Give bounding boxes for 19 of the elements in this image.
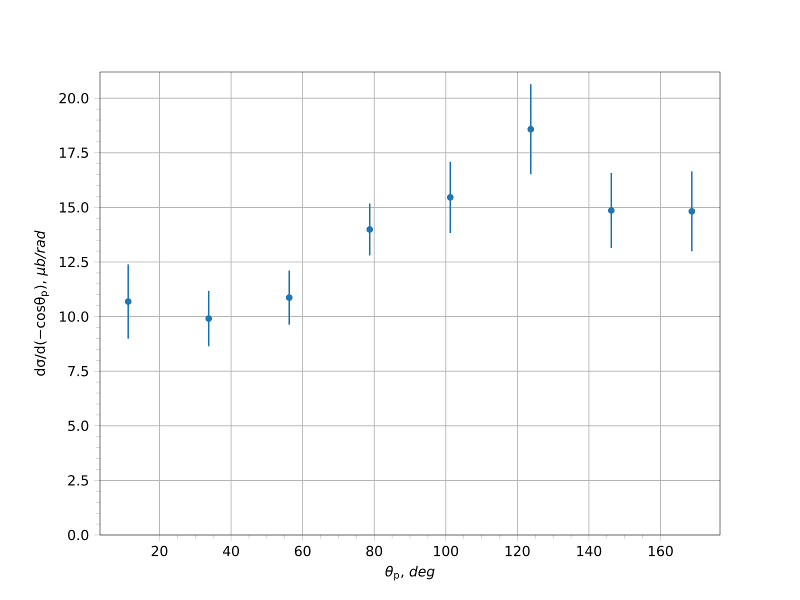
y-tick-label: 2.5 [68,475,88,486]
x-tick-label: 20 [152,546,168,556]
x-tick-label: 100 [434,546,458,556]
x-axis-title: θ$_{p}$, deg [385,566,435,580]
y-tick-label: 17.5 [60,148,88,158]
y-tick-label: 0.0 [68,530,88,540]
y-tick-label: 10.0 [60,311,88,322]
y-tick-label: 15.0 [60,202,88,213]
x-tick-label: 80 [366,546,382,556]
y-tick-label: 12.5 [60,256,88,268]
x-tick-label: 40 [222,546,239,556]
x-tick-label: 120 [506,546,530,556]
x-tick-label: 160 [648,546,673,556]
x-tick-label: 60 [294,546,311,556]
y-tick-label: 7.5 [68,366,88,376]
y-tick-label: 5.0 [68,420,88,432]
x-tick-label: 140 [577,546,602,556]
y-axis-title: dσ/d(−cosθ$_{p}$), μb/rad [34,230,49,376]
y-tick-label: 20.0 [59,92,88,104]
